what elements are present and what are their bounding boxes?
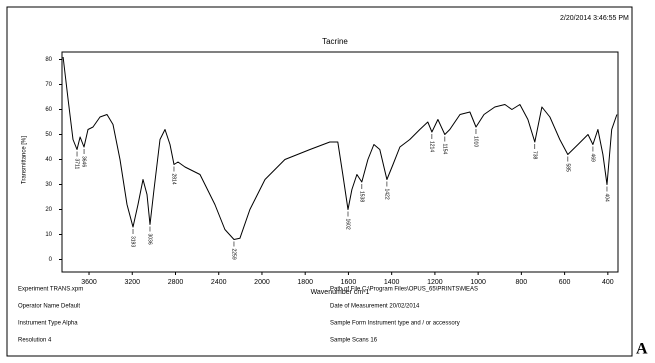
footer-text: Instrument Type Alpha	[18, 321, 78, 327]
x-tick-label: 1400	[384, 279, 400, 286]
peak-label: 738	[531, 151, 537, 160]
footer-text: Date of Measurement 20/02/2014	[330, 304, 420, 310]
page-border	[6, 6, 633, 357]
plot-frame	[61, 51, 619, 273]
peak-label: 585	[565, 164, 571, 173]
y-tick-label: 60	[45, 107, 52, 113]
peak-label: 2259	[231, 249, 237, 260]
x-tick-label: 1800	[297, 279, 313, 286]
peak-label: 3036	[147, 234, 153, 245]
x-tick-label: 800	[516, 279, 528, 286]
x-tick-label: 3600	[81, 279, 97, 286]
x-tick-label: 3200	[124, 279, 140, 286]
x-tick-label: 2000	[254, 279, 270, 286]
footer-text: Resolution 4	[18, 338, 52, 344]
peak-label: 3193	[130, 236, 136, 247]
peak-label: 1010	[473, 136, 479, 147]
peak-label: 404	[604, 194, 610, 203]
x-axis-title: Wavenumber cm-1	[311, 289, 370, 296]
peak-label: 1214	[429, 141, 435, 152]
y-tick-label: 40	[45, 157, 52, 163]
y-tick-label: 70	[45, 82, 52, 88]
peak-label: 3711	[74, 159, 80, 170]
peak-label: 3646	[81, 156, 87, 167]
y-tick-label: 80	[45, 57, 52, 63]
peak-label: 1602	[345, 219, 351, 230]
footer-text: Sample Form Instrument type and / or acc…	[330, 321, 460, 327]
peak-label: 1154	[442, 144, 448, 155]
x-tick-label: 600	[559, 279, 571, 286]
y-tick-label: 10	[45, 232, 52, 238]
peak-label: 469	[590, 154, 596, 163]
peak-label: 2814	[171, 174, 177, 185]
chart-title: Tacrine	[322, 37, 348, 46]
peak-label: 1422	[384, 189, 390, 200]
x-tick-label: 1200	[427, 279, 443, 286]
panel-label: A	[636, 341, 648, 358]
footer-text: Experiment TRANS.xpm	[18, 287, 83, 293]
x-tick-label: 1600	[341, 279, 357, 286]
spectrum-line	[62, 56, 618, 240]
x-tick-label: 1000	[470, 279, 486, 286]
footer-text: Path of File C:\Program Files\OPUS_65\PR…	[330, 287, 478, 293]
y-tick-label: 30	[45, 182, 52, 188]
y-tick-label: 0	[49, 257, 53, 263]
y-axis-title: Transmittance [%]	[22, 136, 28, 184]
x-tick-label: 2800	[168, 279, 184, 286]
x-tick-label: 400	[602, 279, 614, 286]
x-tick-label: 2400	[211, 279, 227, 286]
footer-text: Sample Scans 16	[330, 338, 378, 344]
timestamp: 2/20/2014 3:46:55 PM	[560, 15, 629, 22]
footer-text: Operator Name Default	[18, 304, 80, 310]
y-tick-label: 20	[45, 207, 52, 213]
peak-label: 1538	[359, 191, 365, 202]
y-tick-label: 50	[45, 132, 52, 138]
